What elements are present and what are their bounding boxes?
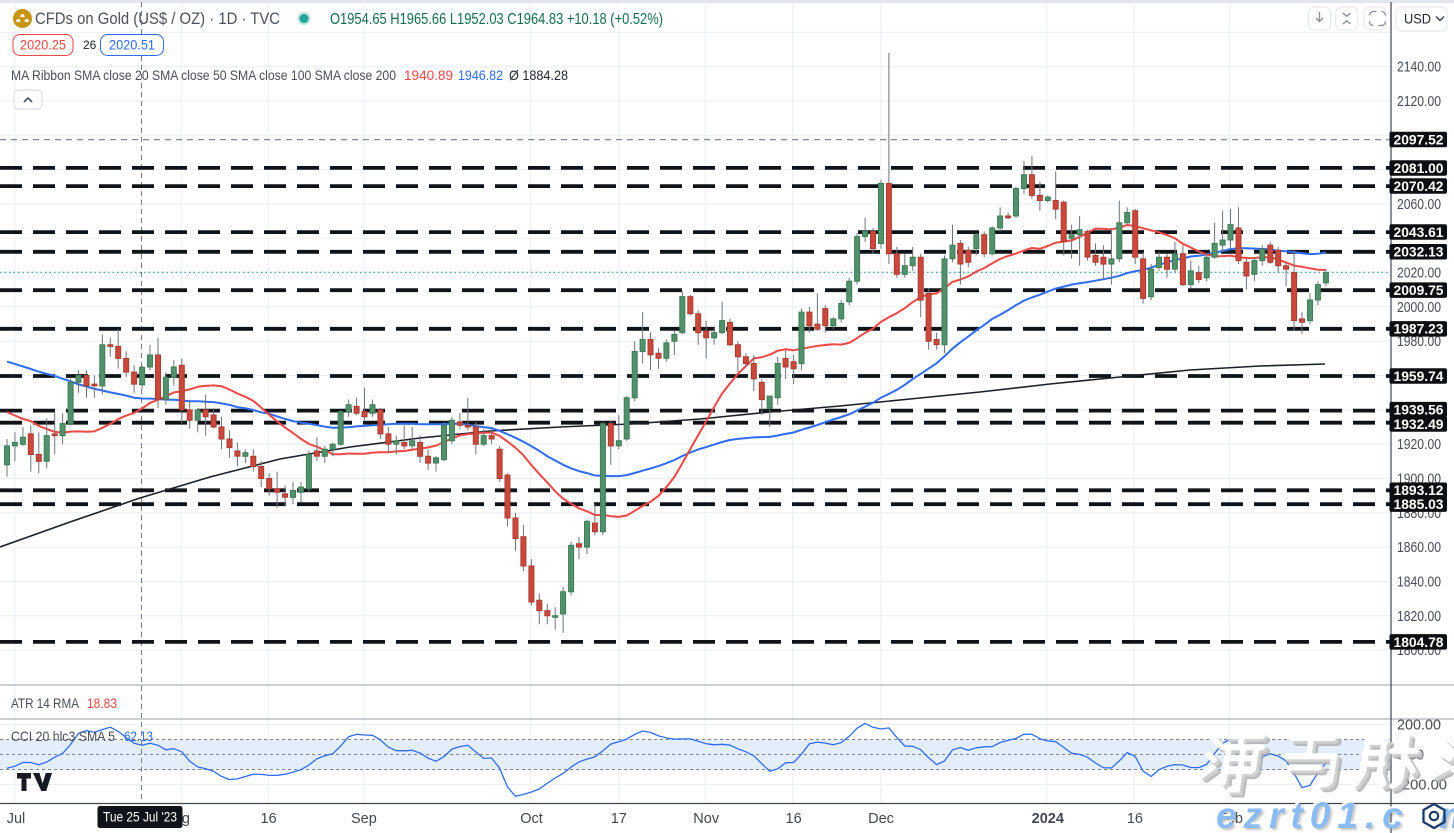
svg-text:1932.49: 1932.49 [1394, 416, 1444, 432]
svg-text:USD: USD [1404, 11, 1431, 27]
svg-text:ATR 14 RMA: ATR 14 RMA [11, 695, 80, 711]
svg-text:Nov: Nov [693, 811, 720, 827]
svg-text:1820.00: 1820.00 [1397, 609, 1441, 625]
svg-text:CFDs on Gold (US$ / OZ) · 1D ·: CFDs on Gold (US$ / OZ) · 1D · TVC [35, 9, 280, 28]
svg-text:1939.56: 1939.56 [1394, 402, 1444, 418]
svg-text:2024: 2024 [1032, 811, 1064, 827]
svg-text:2020.51: 2020.51 [109, 38, 155, 53]
svg-text:26: 26 [83, 38, 97, 52]
svg-text:1940.89: 1940.89 [404, 67, 453, 83]
svg-text:1840.00: 1840.00 [1397, 574, 1441, 590]
svg-text:-200.00: -200.00 [1397, 778, 1447, 794]
svg-text:2060.00: 2060.00 [1397, 197, 1441, 213]
svg-text:2043.61: 2043.61 [1394, 224, 1444, 240]
svg-text:1885.03: 1885.03 [1394, 496, 1444, 512]
svg-text:2000.00: 2000.00 [1397, 300, 1441, 316]
svg-text:1946.82: 1946.82 [458, 67, 503, 83]
svg-text:1804.78: 1804.78 [1394, 634, 1444, 650]
svg-text:1959.74: 1959.74 [1394, 368, 1444, 384]
svg-text:2120.00: 2120.00 [1397, 94, 1441, 110]
svg-text:Dec: Dec [868, 811, 894, 827]
svg-text:16: 16 [786, 811, 802, 827]
svg-text:16: 16 [1127, 811, 1143, 827]
svg-text:62.13: 62.13 [124, 728, 153, 744]
svg-text:2020.00: 2020.00 [1397, 266, 1441, 282]
svg-text:1987.23: 1987.23 [1394, 321, 1444, 337]
svg-text:O1954.65 H1965.66 L1952.03: O1954.65 H1965.66 L1952.03 C1964.83 +10.… [330, 11, 663, 28]
svg-text:1980.00: 1980.00 [1397, 334, 1441, 350]
svg-text:200.00: 200.00 [1397, 717, 1441, 733]
svg-text:2081.00: 2081.00 [1394, 160, 1444, 176]
svg-text:2070.42: 2070.42 [1394, 178, 1444, 194]
svg-text:18.83: 18.83 [87, 695, 117, 711]
svg-text:Feb: Feb [1218, 811, 1243, 827]
svg-text:MA Ribbon SMA close 20 SMA clo: MA Ribbon SMA close 20 SMA close 50 SMA … [11, 67, 396, 83]
svg-text:Jul: Jul [7, 811, 26, 827]
svg-text:1860.00: 1860.00 [1397, 540, 1441, 556]
svg-text:16: 16 [261, 811, 277, 827]
svg-text:Tue 25 Jul '23: Tue 25 Jul '23 [103, 810, 177, 825]
svg-text:Oct: Oct [520, 811, 543, 827]
svg-text:2032.13: 2032.13 [1394, 244, 1444, 260]
svg-text:2020.25: 2020.25 [20, 38, 66, 53]
svg-text:2097.52: 2097.52 [1394, 132, 1444, 148]
svg-text:Sep: Sep [351, 811, 377, 827]
svg-text:Ø 1884.28: Ø 1884.28 [509, 67, 568, 83]
svg-text:2009.75: 2009.75 [1394, 282, 1444, 298]
svg-text:1893.12: 1893.12 [1394, 482, 1444, 498]
svg-text:CCI 20 hlc3 SMA 5: CCI 20 hlc3 SMA 5 [11, 728, 115, 744]
svg-text:1920.00: 1920.00 [1397, 437, 1441, 453]
svg-text:2140.00: 2140.00 [1397, 60, 1441, 76]
svg-text:17: 17 [611, 811, 627, 827]
